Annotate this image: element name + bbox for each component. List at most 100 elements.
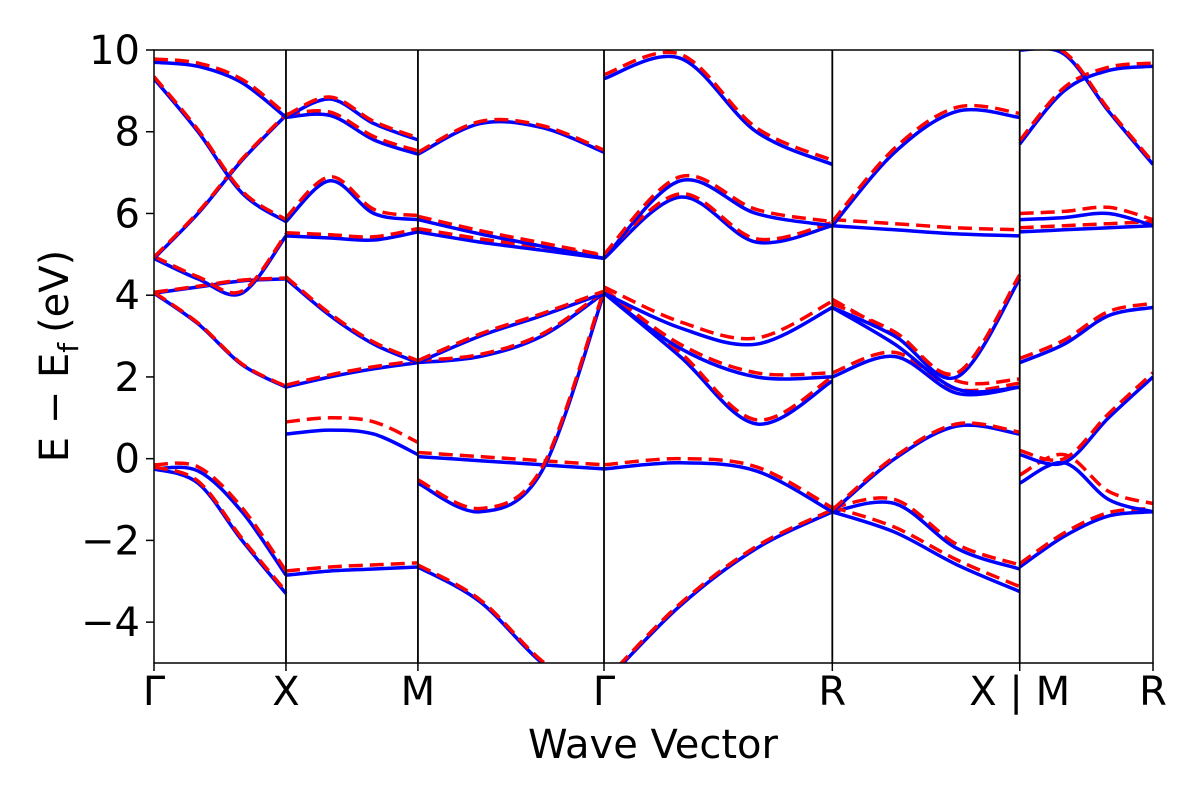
band-line-dashed	[603, 285, 834, 341]
band-line-solid	[284, 179, 419, 223]
band-line-dashed	[154, 461, 288, 573]
band-line-dashed	[602, 192, 833, 257]
band-line-dashed	[602, 287, 833, 377]
x-tick-label: M	[401, 669, 436, 715]
band-line-solid	[417, 292, 606, 514]
band-line-solid	[154, 465, 288, 577]
band-line-solid	[1019, 305, 1153, 365]
band-line-solid	[417, 291, 605, 365]
y-axis-title-main: E − E	[32, 353, 78, 463]
band-line-solid	[603, 54, 833, 167]
band-line-solid	[830, 107, 1020, 227]
band-line-dashed	[603, 456, 834, 510]
y-axis-title-unit: (eV)	[32, 250, 78, 333]
band-line-solid	[602, 177, 833, 260]
band-line-dashed	[417, 289, 606, 363]
band-line-solid	[1018, 510, 1153, 569]
band-line-dashed	[285, 95, 419, 140]
x-tick-label: X | M	[969, 669, 1070, 715]
y-tick-label: 0	[115, 437, 140, 483]
x-tick-label: R	[818, 669, 846, 715]
band-line-solid	[831, 510, 1021, 594]
band-line-solid	[1018, 460, 1153, 514]
plot-background	[154, 50, 1153, 663]
band-line-dashed	[285, 358, 419, 387]
band-line-dashed	[154, 75, 287, 222]
x-tick-label: Γ	[143, 669, 166, 715]
band-line-dashed	[154, 232, 288, 295]
band-line-dashed	[285, 561, 418, 573]
y-axis-title-subscript: f	[52, 342, 85, 353]
band-line-dashed	[154, 465, 288, 593]
band-line-dashed	[831, 421, 1020, 512]
band-line-dashed	[1019, 219, 1153, 230]
band-line-dashed	[284, 275, 419, 363]
x-axis-ticks: Γ X M Γ R X | M R	[143, 663, 1167, 715]
band-line-dashed	[830, 103, 1020, 223]
band-line-solid	[285, 360, 419, 389]
y-tick-label: 10	[89, 28, 140, 74]
y-tick-label: 4	[115, 273, 140, 319]
band-line-dashed	[417, 117, 605, 154]
band-line-dashed	[154, 112, 288, 259]
band-line-dashed	[417, 450, 605, 467]
y-tick-label: 2	[115, 355, 140, 401]
band-line-dashed	[154, 276, 287, 295]
band-line-dashed	[284, 174, 419, 219]
band-line-dashed	[603, 50, 833, 162]
band-line-solid	[417, 119, 605, 156]
band-line-solid	[1019, 211, 1153, 228]
band-line-solid	[285, 112, 419, 156]
band-line-dashed	[1019, 371, 1153, 462]
y-axis-ticks: −4 −2 0 2 4 6 8 10	[81, 28, 154, 646]
band-line-solid	[832, 223, 1020, 238]
band-line-solid	[1019, 375, 1153, 467]
band-line-dashed	[832, 217, 1020, 232]
band-line-dashed	[154, 290, 287, 388]
band-line-solid	[417, 217, 605, 261]
x-tick-label: Γ	[593, 669, 616, 715]
band-line-dashed	[602, 173, 833, 256]
band-line-solid	[417, 454, 605, 471]
band-line-dashed	[417, 214, 605, 257]
band-line-dashed	[154, 57, 288, 116]
x-axis-title: Wave Vector	[528, 722, 779, 768]
band-line-dashed	[831, 350, 1020, 393]
band-line-solid	[603, 461, 834, 514]
band-lines	[154, 50, 1153, 663]
band-line-dashed	[1019, 301, 1153, 361]
band-line-dashed	[618, 508, 834, 663]
y-tick-label: 8	[115, 110, 140, 156]
band-line-solid	[285, 230, 419, 243]
band-line-dashed	[417, 289, 605, 363]
band-line-solid	[417, 230, 605, 261]
band-line-dashed	[831, 505, 1021, 589]
band-line-dashed	[831, 273, 1022, 377]
band-line-solid	[831, 277, 1022, 381]
plot-frame	[153, 49, 1154, 664]
y-tick-label: −4	[81, 600, 140, 646]
x-tick-label: X	[272, 669, 299, 715]
band-line-solid	[831, 305, 1020, 394]
band-line-solid	[285, 565, 418, 577]
band-line-solid	[154, 60, 288, 119]
y-axis-title: E − Ef (eV)	[32, 250, 85, 463]
band-line-dashed	[285, 109, 419, 153]
band-line-dashed	[417, 563, 548, 663]
band-line-dashed	[285, 226, 419, 239]
band-line-dashed	[1055, 50, 1153, 164]
band-line-solid	[603, 291, 834, 347]
y-tick-label: −2	[81, 518, 140, 564]
kpoint-divider-lines	[285, 50, 1021, 663]
band-line-solid	[285, 428, 419, 457]
band-line-solid	[1019, 223, 1153, 234]
band-line-solid	[1018, 64, 1153, 146]
y-tick-label: 6	[115, 191, 140, 237]
band-line-solid	[602, 291, 833, 381]
band-line-dashed	[1019, 205, 1153, 222]
x-tick-label: R	[1139, 669, 1167, 715]
band-line-dashed	[831, 496, 1021, 567]
band-line-solid	[602, 195, 833, 260]
band-line-dashed	[285, 416, 419, 444]
